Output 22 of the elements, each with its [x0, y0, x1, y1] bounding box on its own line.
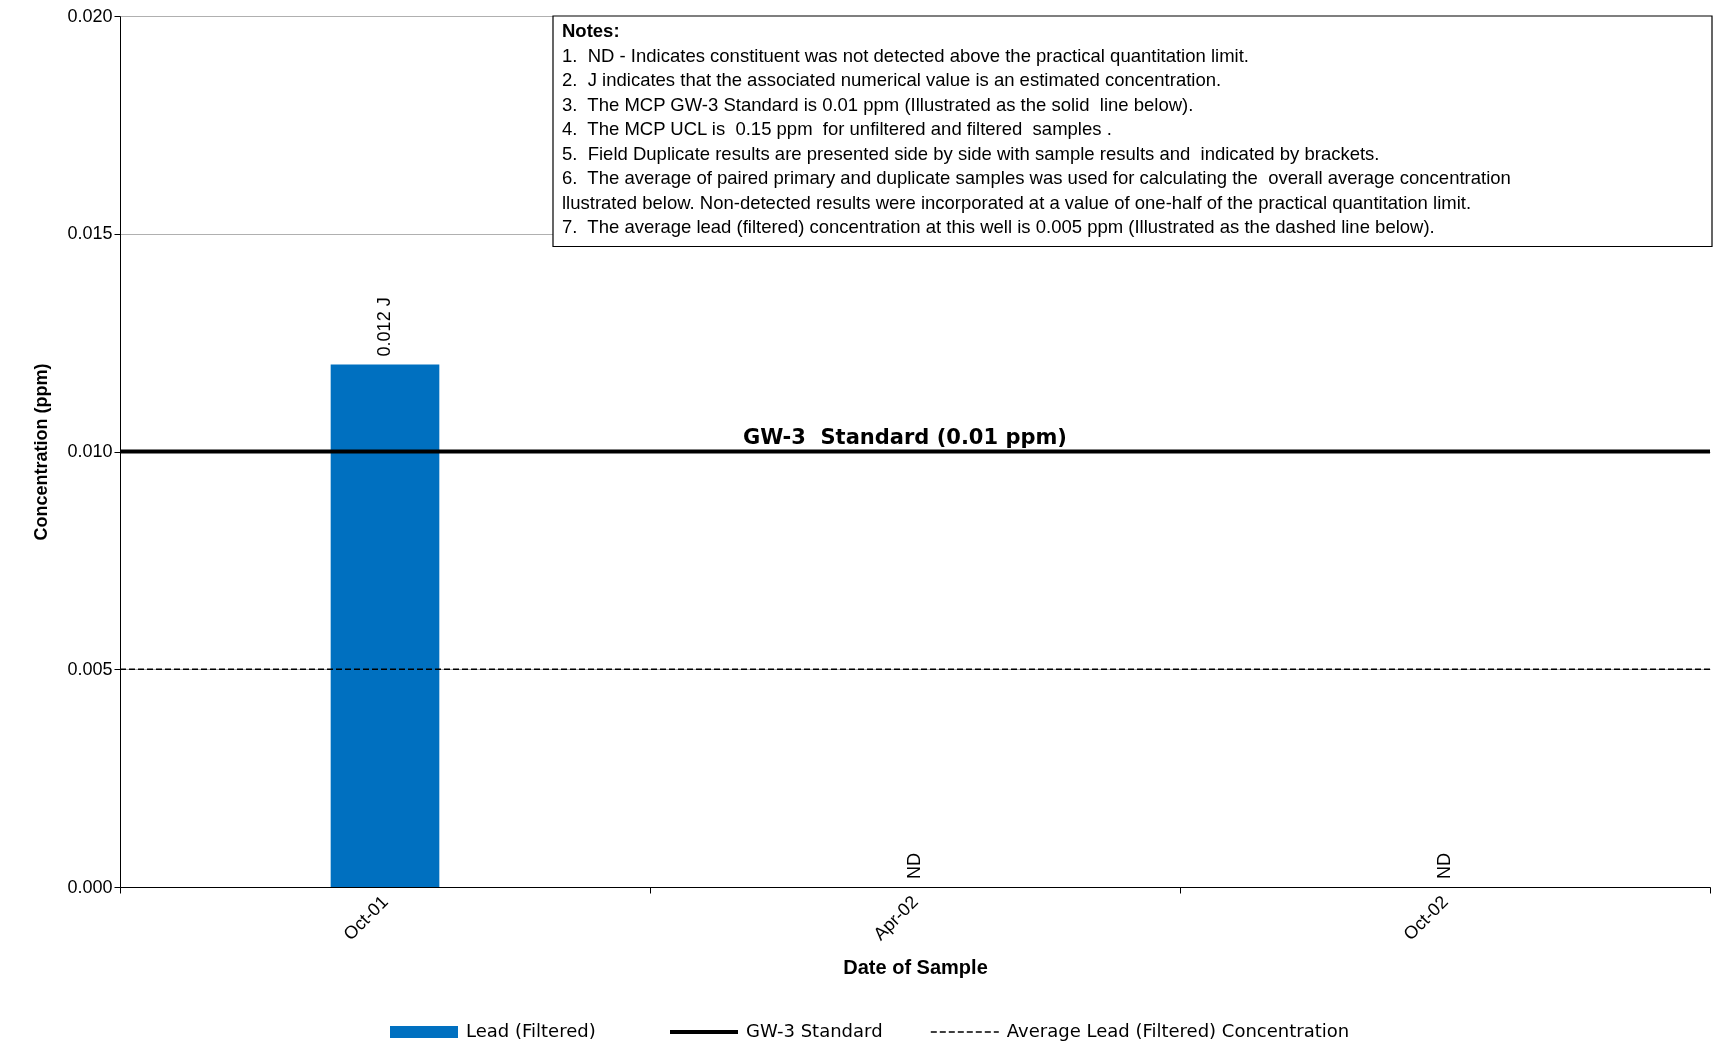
y-tick-label: 0.005 [67, 658, 113, 679]
y-tick-label: 0.015 [67, 223, 113, 244]
legend-label: GW-3 Standard [746, 1020, 883, 1041]
y-tick-label: 0.010 [67, 441, 113, 461]
annotation: 2. J indicates that the associated numerical value is an estimated concentration. [562, 69, 1222, 90]
annotation: 5. Field Duplicate results are presented side by side with sample results and indicated by brackets. [562, 142, 1380, 164]
annotation: 4. The MCP UCL is 0.15 ppm for unfiltered and filtered samples . [562, 118, 1112, 139]
legend-label: Average Lead (Filtered) Concentration [1006, 1020, 1350, 1041]
y-axis-title: Concentration (ppm) [31, 363, 52, 541]
text: ND [904, 853, 924, 879]
annotation: Notes: [562, 20, 620, 41]
annotation: 1. ND - Indicates constituent was not detected above the practical quantitation limit. [562, 44, 1249, 66]
y-tick-label: 0.000 [67, 876, 113, 897]
annotation: 7. The average lead (filtered) concentration at this well is 0.005 ppm (Illustrated as the dashed line below). [562, 216, 1435, 237]
data-label: 0.012 J [374, 297, 394, 357]
text: ND [1434, 853, 1454, 879]
legend-label: Lead (Filtered) [466, 1020, 596, 1041]
annotation: 6. The average of paired primary and duplicate samples was used for calculating the overall average concentration llustrated below. Non-detected results were incorporated at a value of one-half of the practical quantitation limit. [562, 167, 1511, 213]
y-tick-label: 0.020 [67, 5, 113, 26]
annotation: GW-3 Standard (0.01 ppm) [743, 424, 1067, 449]
annotation: 3. The MCP GW-3 Standard is 0.01 ppm (Illustrated as the solid line below). [562, 93, 1194, 115]
x-axis-title: Date of Sample [843, 956, 988, 979]
